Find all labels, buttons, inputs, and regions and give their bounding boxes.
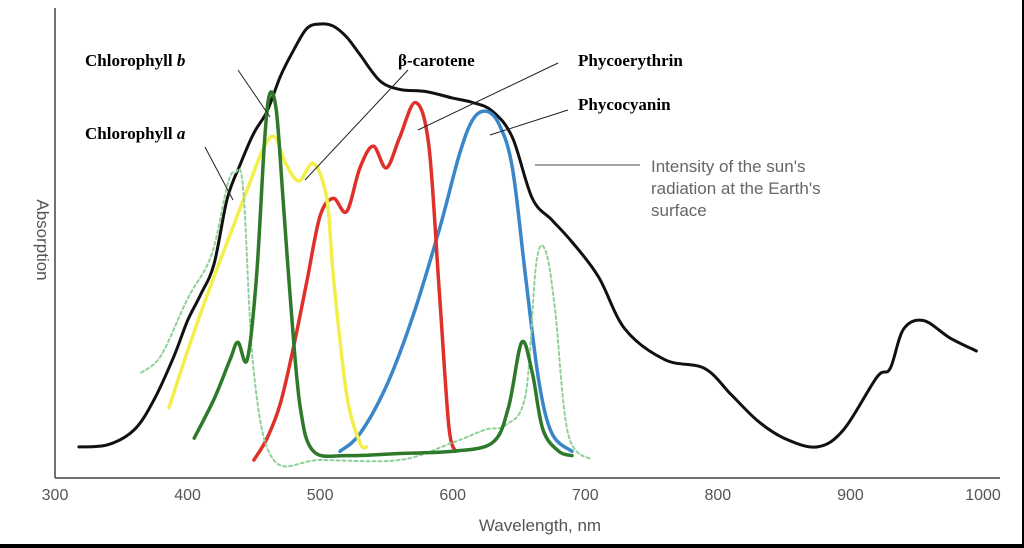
phycocyanin-curve: [338, 109, 574, 454]
sun-label-line3: surface: [651, 201, 707, 220]
chl-b-curve: [192, 90, 574, 459]
x-tick-300: 300: [42, 487, 69, 504]
phycoerythrin-label: Phycoerythrin: [578, 51, 683, 70]
carotene-pointer: [304, 69, 409, 181]
x-axis-title: Wavelength, nm: [479, 516, 601, 535]
sun-curve: [77, 22, 978, 449]
x-tick-900: 900: [837, 487, 864, 504]
series-layer: [77, 22, 978, 468]
chlorophyll-b-letter: b: [177, 51, 186, 70]
phycocyanin-label: Phycocyanin: [578, 95, 671, 114]
x-tick-500: 500: [307, 487, 334, 504]
x-tick-600: 600: [439, 487, 466, 504]
chlorophyll-b-pointer: [237, 69, 271, 118]
sun-label-line1: Intensity of the sun's: [651, 157, 805, 176]
chlorophyll-b-text: Chlorophyll: [85, 51, 177, 70]
x-tick-labels: 300 400 500 600 700 800 900 1000: [42, 487, 1001, 504]
x-tick-800: 800: [705, 487, 732, 504]
chl-a-curve: [140, 167, 593, 468]
x-tick-1000: 1000: [965, 487, 1001, 504]
chlorophyll-a-text: Chlorophyll: [85, 124, 177, 143]
chlorophyll-a-letter: a: [177, 124, 186, 143]
carotene-label: β-carotene: [398, 51, 475, 70]
chlorophyll-a-pointer: [204, 146, 234, 201]
x-tick-400: 400: [174, 487, 201, 504]
x-tick-700: 700: [572, 487, 599, 504]
chlorophyll-a-label: Chlorophyll a: [85, 124, 186, 143]
sun-label-line2: radiation at the Earth's: [651, 179, 821, 198]
carotene-curve: [167, 134, 369, 450]
phycocyanin-pointer: [489, 109, 569, 136]
y-axis-title: Absorption: [33, 199, 52, 280]
phycoerythrin-pointer: [417, 62, 559, 131]
chlorophyll-b-label: Chlorophyll b: [85, 51, 185, 70]
